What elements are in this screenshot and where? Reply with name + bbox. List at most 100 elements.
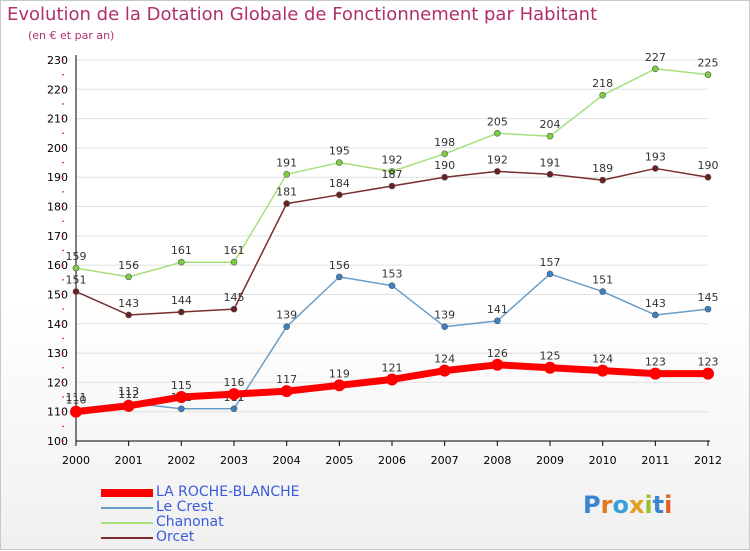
y-tick-label: 230: [47, 54, 68, 67]
y-tick-label: 150: [47, 288, 68, 301]
x-tick-label: 2012: [694, 454, 722, 467]
legend-swatch: [101, 521, 153, 524]
data-label: 126: [487, 347, 508, 360]
proxiti-logo: Proxiti: [583, 491, 672, 519]
data-label: 190: [698, 159, 719, 172]
data-label: 227: [645, 51, 666, 64]
data-label: 192: [487, 153, 508, 166]
data-point: [652, 165, 659, 172]
data-point: [230, 405, 238, 413]
data-point: [491, 358, 504, 371]
data-point: [438, 364, 451, 377]
data-point: [283, 323, 290, 331]
logo-letter: r: [600, 491, 613, 519]
y-tick-label: 130: [47, 347, 68, 360]
x-tick-label: 2008: [483, 454, 511, 467]
data-label: 151: [66, 274, 87, 287]
data-label: 181: [276, 186, 297, 199]
data-point: [70, 405, 82, 418]
data-label: 191: [276, 156, 297, 169]
data-point: [388, 182, 396, 190]
legend-item: LA ROCHE-BLANCHE: [101, 485, 300, 500]
data-point: [704, 71, 712, 78]
logo-letter: t: [652, 491, 665, 519]
data-label: 123: [698, 356, 719, 369]
data-point: [441, 173, 448, 181]
data-label: 218: [592, 77, 613, 90]
data-label: 111: [66, 391, 87, 404]
data-label: 187: [382, 168, 403, 181]
data-label: 145: [698, 291, 719, 304]
data-point: [599, 176, 606, 184]
legend-label: Le Crest: [156, 499, 214, 515]
data-point: [704, 305, 712, 313]
data-point: [494, 168, 501, 175]
y-tick-label: 140: [47, 318, 68, 331]
data-label: 151: [592, 274, 613, 287]
data-point: [599, 91, 606, 99]
data-label: 144: [171, 294, 192, 307]
data-label: 161: [224, 244, 245, 257]
legend-item: Chanonat: [101, 515, 300, 530]
x-tick-label: 2010: [589, 454, 617, 467]
data-point: [704, 173, 712, 181]
data-point: [72, 264, 80, 272]
x-tick-label: 2006: [378, 454, 406, 467]
data-point: [652, 65, 659, 73]
data-label: 121: [382, 361, 403, 374]
data-point: [544, 361, 556, 374]
data-point: [175, 391, 188, 404]
data-point: [386, 373, 398, 386]
data-point: [546, 270, 554, 278]
y-tick-label: 100: [47, 435, 68, 448]
data-point: [283, 171, 290, 178]
legend-swatch: [101, 506, 153, 509]
data-label: 159: [66, 250, 87, 263]
legend-label: LA ROCHE-BLANCHE: [156, 484, 300, 500]
data-point: [333, 379, 346, 392]
legend-swatch: [101, 536, 153, 539]
data-label: 156: [329, 259, 350, 272]
y-tick-label: 180: [47, 201, 68, 214]
chart-title: Evolution de la Dotation Globale de Fonc…: [7, 4, 598, 25]
logo-letter: i: [644, 491, 653, 519]
data-point: [652, 311, 659, 319]
data-point: [599, 288, 606, 295]
data-point: [494, 129, 501, 137]
data-point: [72, 288, 80, 295]
data-label: 184: [329, 177, 350, 190]
logo-letter: o: [612, 491, 629, 519]
chart-legend: LA ROCHE-BLANCHE Le Crest Chanonat Orcet: [101, 485, 300, 545]
data-label: 123: [645, 356, 666, 369]
data-label: 139: [434, 309, 455, 322]
data-point: [336, 159, 343, 166]
data-point: [125, 273, 132, 281]
data-label: 124: [592, 353, 613, 366]
y-tick-label: 190: [47, 171, 68, 184]
data-point: [230, 258, 238, 266]
data-point: [388, 168, 396, 175]
y-tick-label: 160: [47, 259, 68, 272]
logo-letter: P: [583, 491, 601, 519]
x-tick-label: 2003: [220, 454, 248, 467]
y-tick-label: 200: [47, 142, 68, 155]
data-label: 193: [645, 150, 666, 163]
data-point: [441, 150, 448, 158]
data-point: [283, 200, 290, 207]
x-tick-label: 2011: [641, 454, 669, 467]
data-point: [546, 132, 554, 140]
data-point: [441, 323, 448, 331]
data-label: 189: [592, 162, 613, 175]
legend-item: Orcet: [101, 530, 300, 545]
y-tick-label: 170: [47, 230, 68, 243]
legend-item: Le Crest: [101, 500, 300, 515]
data-point: [336, 273, 343, 281]
legend-label: Orcet: [156, 529, 195, 545]
x-tick-label: 2009: [536, 454, 564, 467]
x-tick-label: 2005: [325, 454, 353, 467]
data-label: 192: [382, 153, 403, 166]
data-label: 198: [434, 136, 455, 149]
y-tick-label: 120: [47, 376, 68, 389]
